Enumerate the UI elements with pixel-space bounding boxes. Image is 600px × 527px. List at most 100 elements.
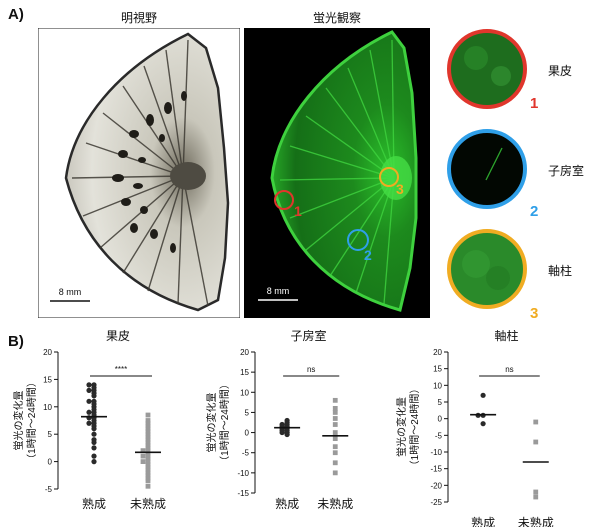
data-point [145, 431, 151, 437]
y-tick-label: -20 [430, 481, 442, 490]
data-point [332, 444, 338, 450]
y-tick-label: 15 [433, 365, 442, 374]
data-point [332, 397, 338, 403]
data-point [91, 453, 97, 459]
data-point [91, 439, 97, 446]
data-point [140, 453, 146, 459]
data-point [145, 448, 151, 454]
chart-title: 果皮 [106, 330, 130, 343]
y-tick-label: 10 [43, 403, 52, 412]
data-point [145, 461, 151, 467]
region-label-1: 1 [294, 203, 302, 219]
data-point [145, 420, 151, 426]
data-point [332, 436, 338, 442]
y-tick-label: 5 [245, 408, 250, 417]
y-tick-label: 10 [240, 388, 249, 397]
inset-label-columella: 軸柱 [548, 264, 573, 278]
data-point [145, 470, 151, 475]
x-category-label: 熟成 [471, 515, 495, 527]
fluorescence-scale-label: 8 mm [267, 286, 290, 296]
brightfield-title: 明視野 [120, 11, 157, 25]
y-tick-label: -10 [237, 469, 249, 478]
inset-number-1: 1 [530, 95, 539, 112]
region-label-2: 2 [364, 247, 372, 263]
data-point [284, 431, 290, 438]
data-point [145, 429, 151, 434]
brightfield-image: 8 mm [38, 28, 240, 318]
x-category-label: 未熟成 [518, 515, 554, 527]
data-point [91, 459, 97, 465]
significance-label: ns [307, 365, 315, 374]
x-category-label: 熟成 [82, 496, 106, 511]
data-point [145, 426, 151, 432]
y-tick-label: -5 [45, 485, 53, 494]
chart-1: 果皮 -5 0 5 10 15 20 蛍光の変化量 （1時間～24時間） 熟成 未熟成 **** [12, 330, 166, 511]
data-point [86, 382, 92, 388]
data-point [533, 439, 539, 445]
data-point [332, 406, 338, 411]
y-tick-label: 0 [245, 429, 250, 438]
inset-label-pericarp: 果皮 [548, 64, 573, 78]
inset-locule [447, 129, 527, 209]
panel-a-letter: A) [8, 6, 24, 23]
inset-label-locule: 子房室 [548, 164, 585, 178]
y-axis-label: （1時間～24時間） [26, 377, 38, 464]
data-point [145, 437, 151, 443]
y-tick-label: 10 [433, 381, 442, 390]
data-point [86, 387, 92, 393]
data-point [145, 423, 151, 429]
data-point [145, 442, 151, 448]
data-point [91, 431, 97, 437]
data-point [86, 420, 92, 426]
y-axis-label: 蛍光の変化量 [395, 397, 408, 457]
data-point [145, 483, 151, 489]
data-point [145, 453, 151, 459]
data-point [145, 467, 151, 473]
y-tick-label: -25 [430, 498, 442, 507]
data-point [533, 419, 539, 425]
chart-2: 子房室 -15 -10 -5 0 5 10 15 20 蛍光の変化量 （1時間～24時間） 熟成 未熟成… [205, 330, 353, 511]
data-point [332, 470, 338, 476]
data-point [533, 489, 539, 495]
data-point [145, 478, 151, 484]
data-point [91, 393, 97, 399]
y-axis-label: （1時間～24時間） [219, 379, 231, 466]
y-tick-label: 15 [240, 368, 249, 377]
data-point [145, 459, 151, 464]
data-point [145, 450, 151, 456]
y-tick-label: 20 [240, 348, 249, 357]
y-tick-label: -15 [237, 489, 249, 498]
y-tick-label: 5 [438, 398, 443, 407]
data-point [145, 412, 151, 418]
data-point [140, 459, 146, 464]
y-tick-label: 15 [43, 375, 52, 384]
x-category-label: 未熟成 [130, 496, 166, 511]
inset-pericarp [447, 29, 527, 109]
significance-label: **** [115, 365, 127, 374]
data-point [86, 398, 92, 404]
fluorescence-title: 蛍光観察 [312, 11, 361, 25]
data-point [480, 392, 486, 398]
chart-3: 軸柱 -25 -20 -15 -10 -5 0 5 10 15 20 蛍光の変化量 （1時間～24時間）… [395, 330, 554, 527]
data-point [332, 450, 338, 456]
data-point [140, 448, 146, 454]
data-point [332, 430, 338, 435]
data-point [145, 456, 151, 462]
significance-label: ns [505, 365, 513, 374]
region-label-3: 3 [396, 181, 404, 197]
fluorescence-image: 1 2 3 8 mm [244, 28, 430, 318]
y-axis-label: 蛍光の変化量 [12, 391, 25, 451]
y-tick-label: -10 [430, 448, 442, 457]
x-category-label: 未熟成 [317, 496, 353, 511]
data-point [145, 418, 151, 423]
data-point [145, 475, 151, 481]
data-point [332, 422, 338, 427]
chart-title: 子房室 [290, 330, 326, 343]
inset-columella [447, 229, 527, 309]
y-tick-label: -5 [242, 449, 250, 458]
data-point [91, 445, 97, 451]
data-point [332, 416, 338, 421]
data-point [91, 426, 97, 432]
y-tick-label: 5 [48, 430, 53, 439]
